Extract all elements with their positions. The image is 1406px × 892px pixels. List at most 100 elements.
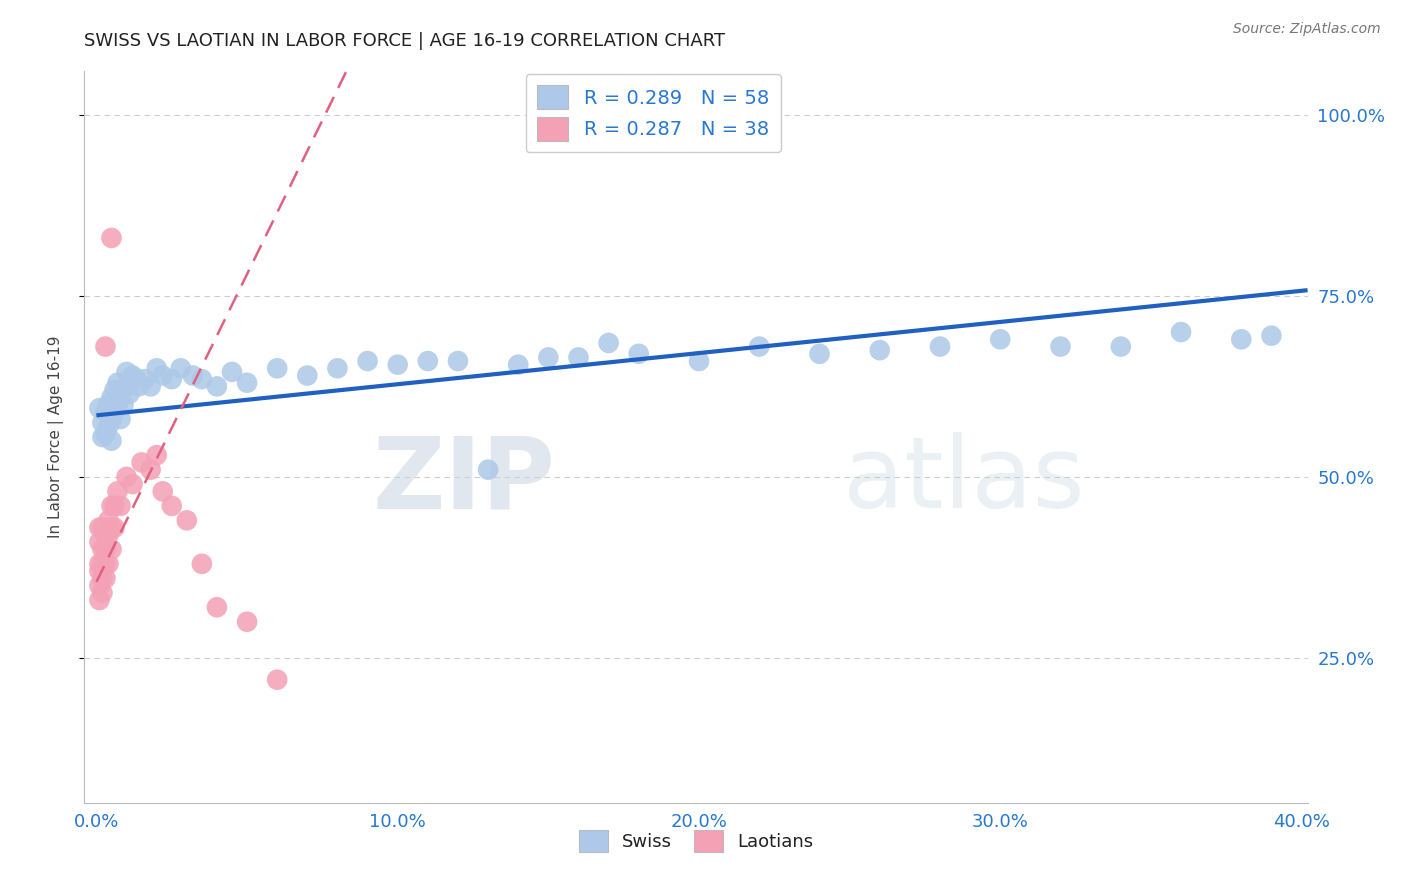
Point: [205, 600, 228, 615]
Point: [416, 354, 439, 368]
Point: [326, 361, 349, 376]
Point: [121, 477, 143, 491]
Point: [131, 455, 153, 469]
Point: [1230, 332, 1253, 346]
Point: [191, 557, 214, 571]
Point: [508, 358, 530, 372]
Point: [1260, 328, 1282, 343]
Point: [170, 361, 193, 376]
Point: [152, 368, 174, 383]
Point: [100, 520, 122, 534]
Point: [115, 365, 138, 379]
Point: [1170, 325, 1192, 339]
Point: [110, 499, 132, 513]
Y-axis label: In Labor Force | Age 16-19: In Labor Force | Age 16-19: [48, 335, 63, 539]
Point: [100, 231, 122, 245]
Point: [297, 368, 319, 383]
Point: [112, 397, 135, 411]
Point: [688, 354, 710, 368]
Point: [103, 520, 125, 534]
Point: [160, 499, 183, 513]
Point: [748, 340, 770, 354]
Point: [477, 463, 499, 477]
Point: [221, 365, 243, 379]
Point: [97, 419, 120, 434]
Point: [110, 390, 132, 404]
Point: [567, 351, 589, 365]
Point: [121, 368, 143, 383]
Point: [94, 426, 117, 441]
Point: [94, 542, 117, 557]
Point: [89, 557, 111, 571]
Point: [139, 463, 162, 477]
Point: [139, 379, 162, 393]
Point: [266, 673, 288, 687]
Point: [103, 383, 125, 397]
Point: [447, 354, 470, 368]
Point: [181, 368, 204, 383]
Point: [103, 499, 125, 513]
Point: [115, 470, 138, 484]
Point: [100, 499, 122, 513]
Point: [869, 343, 891, 358]
Point: [100, 412, 122, 426]
Point: [97, 528, 120, 542]
Point: [94, 528, 117, 542]
Point: [191, 372, 214, 386]
Point: [97, 557, 120, 571]
Point: [91, 542, 114, 557]
Point: [128, 379, 150, 393]
Point: [97, 397, 120, 411]
Point: [89, 564, 111, 578]
Point: [1109, 340, 1132, 354]
Point: [387, 358, 409, 372]
Point: [94, 405, 117, 419]
Point: [91, 571, 114, 585]
Point: [91, 586, 114, 600]
Point: [598, 335, 620, 350]
Point: [929, 340, 952, 354]
Point: [160, 372, 183, 386]
Point: [91, 416, 114, 430]
Point: [91, 430, 114, 444]
Point: [89, 578, 111, 592]
Point: [107, 397, 129, 411]
Point: [124, 372, 146, 386]
Point: [988, 332, 1011, 346]
Point: [134, 372, 156, 386]
Point: [1049, 340, 1071, 354]
Point: [356, 354, 378, 368]
Point: [91, 557, 114, 571]
Point: [91, 520, 114, 534]
Point: [115, 379, 138, 393]
Text: Source: ZipAtlas.com: Source: ZipAtlas.com: [1233, 22, 1381, 37]
Point: [89, 535, 111, 549]
Point: [118, 386, 141, 401]
Point: [145, 448, 167, 462]
Text: atlas: atlas: [842, 433, 1084, 530]
Point: [89, 401, 111, 416]
Point: [627, 347, 650, 361]
Point: [266, 361, 288, 376]
Point: [236, 376, 259, 390]
Point: [89, 520, 111, 534]
Point: [100, 434, 122, 448]
Text: SWISS VS LAOTIAN IN LABOR FORCE | AGE 16-19 CORRELATION CHART: SWISS VS LAOTIAN IN LABOR FORCE | AGE 16…: [84, 32, 725, 50]
Point: [205, 379, 228, 393]
Point: [152, 484, 174, 499]
Point: [145, 361, 167, 376]
Point: [107, 376, 129, 390]
Point: [94, 340, 117, 354]
Point: [107, 484, 129, 499]
Legend: Swiss, Laotians: Swiss, Laotians: [571, 823, 821, 860]
Text: ZIP: ZIP: [373, 433, 555, 530]
Point: [100, 542, 122, 557]
Point: [89, 593, 111, 607]
Point: [100, 390, 122, 404]
Point: [537, 351, 560, 365]
Point: [236, 615, 259, 629]
Point: [176, 513, 198, 527]
Point: [808, 347, 831, 361]
Point: [94, 557, 117, 571]
Point: [110, 412, 132, 426]
